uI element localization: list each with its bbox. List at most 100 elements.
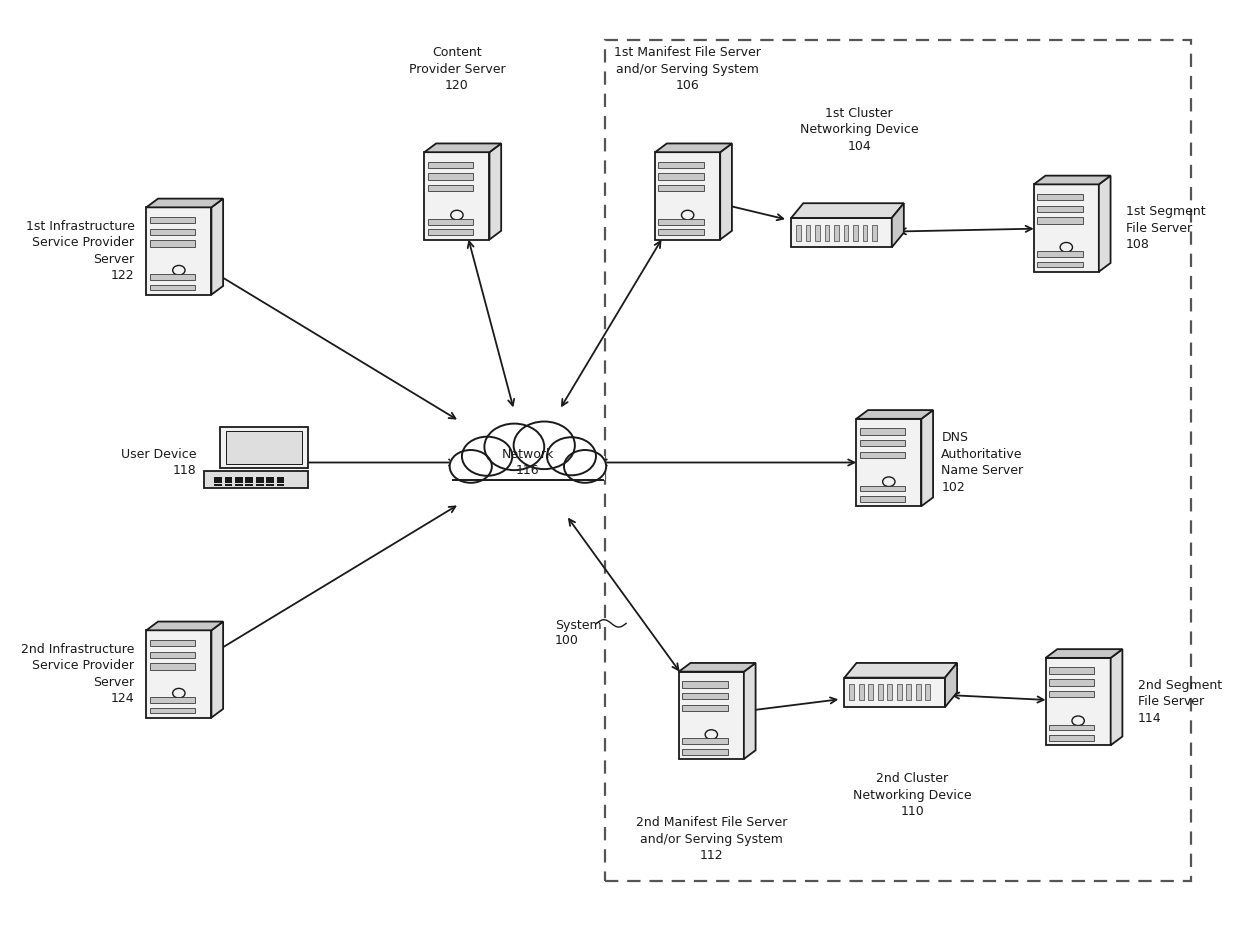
Bar xyxy=(450,456,605,480)
Text: DNS
Authoritative
Name Server
102: DNS Authoritative Name Server 102 xyxy=(941,431,1023,494)
Bar xyxy=(682,682,728,687)
Bar xyxy=(815,225,820,241)
Polygon shape xyxy=(921,410,932,506)
Bar xyxy=(428,229,474,235)
Text: 2nd Manifest File Server
and/or Serving System
112: 2nd Manifest File Server and/or Serving … xyxy=(636,816,787,862)
Polygon shape xyxy=(1034,176,1111,184)
Polygon shape xyxy=(146,622,223,630)
Circle shape xyxy=(485,424,544,470)
Polygon shape xyxy=(219,426,309,468)
Bar xyxy=(682,738,728,745)
Text: 1st Cluster
Networking Device
104: 1st Cluster Networking Device 104 xyxy=(800,106,919,153)
Bar xyxy=(843,225,848,241)
Bar xyxy=(255,484,264,486)
Bar xyxy=(859,451,905,458)
Bar xyxy=(277,480,284,483)
Circle shape xyxy=(463,438,512,475)
Polygon shape xyxy=(211,199,223,295)
Polygon shape xyxy=(857,410,932,419)
Bar xyxy=(277,484,284,486)
Bar xyxy=(234,477,243,479)
Bar xyxy=(897,684,901,700)
Bar xyxy=(267,484,274,486)
Bar xyxy=(806,225,811,241)
Bar xyxy=(246,480,253,483)
Bar xyxy=(150,663,195,670)
Bar xyxy=(234,484,243,486)
Bar xyxy=(682,693,728,699)
Polygon shape xyxy=(1099,176,1111,272)
Bar xyxy=(849,684,854,700)
Bar xyxy=(658,174,704,179)
Bar xyxy=(859,684,864,700)
Bar xyxy=(215,477,222,479)
Bar xyxy=(150,697,195,703)
Polygon shape xyxy=(146,207,211,295)
Bar xyxy=(1037,262,1083,267)
Bar xyxy=(682,749,728,755)
Bar xyxy=(215,484,222,486)
Circle shape xyxy=(450,450,491,482)
Bar xyxy=(682,705,728,711)
Bar xyxy=(1049,691,1095,697)
Bar xyxy=(658,185,704,191)
Polygon shape xyxy=(945,663,957,707)
Text: 1st Infrastructure
Service Provider
Server
122: 1st Infrastructure Service Provider Serv… xyxy=(26,220,134,282)
Bar xyxy=(428,219,474,225)
Polygon shape xyxy=(1045,649,1122,658)
Bar xyxy=(267,480,274,483)
Bar xyxy=(150,240,195,247)
Bar xyxy=(428,185,474,191)
Text: 2nd Infrastructure
Service Provider
Server
124: 2nd Infrastructure Service Provider Serv… xyxy=(21,643,134,705)
Polygon shape xyxy=(678,672,744,759)
Bar xyxy=(454,462,601,479)
Bar xyxy=(246,484,253,486)
Bar xyxy=(246,477,253,479)
Bar xyxy=(859,496,905,501)
Bar xyxy=(428,174,474,179)
Text: Network
116: Network 116 xyxy=(502,448,554,477)
Bar xyxy=(1049,735,1095,741)
Bar xyxy=(1037,205,1083,212)
Polygon shape xyxy=(146,199,223,207)
Bar xyxy=(150,651,195,658)
Bar xyxy=(1049,679,1095,685)
Bar xyxy=(916,684,921,700)
Polygon shape xyxy=(720,143,732,240)
Polygon shape xyxy=(146,630,211,718)
Polygon shape xyxy=(424,143,501,153)
Polygon shape xyxy=(744,663,755,759)
Bar xyxy=(872,225,877,241)
Polygon shape xyxy=(844,663,957,678)
Bar xyxy=(835,225,839,241)
Bar xyxy=(224,480,232,483)
Bar xyxy=(150,228,195,235)
Bar xyxy=(150,708,195,713)
Circle shape xyxy=(548,438,595,475)
Polygon shape xyxy=(892,204,904,247)
Polygon shape xyxy=(678,663,755,672)
Bar xyxy=(658,162,704,168)
Bar xyxy=(878,684,883,700)
Text: 2nd Cluster
Networking Device
110: 2nd Cluster Networking Device 110 xyxy=(853,772,972,819)
Bar xyxy=(906,684,911,700)
Circle shape xyxy=(547,438,596,475)
Text: User Device
118: User Device 118 xyxy=(122,448,197,477)
Text: 1st Segment
File Server
108: 1st Segment File Server 108 xyxy=(1126,205,1205,251)
Bar xyxy=(925,684,930,700)
Polygon shape xyxy=(1111,649,1122,746)
Polygon shape xyxy=(490,143,501,240)
Bar xyxy=(863,225,868,241)
Polygon shape xyxy=(424,153,490,240)
Text: 1st Manifest File Server
and/or Serving System
106: 1st Manifest File Server and/or Serving … xyxy=(614,46,761,92)
Bar xyxy=(224,484,232,486)
Text: System
100: System 100 xyxy=(556,619,601,647)
Bar xyxy=(853,225,858,241)
Bar xyxy=(859,486,905,491)
Circle shape xyxy=(564,450,605,482)
Bar xyxy=(150,217,195,223)
Circle shape xyxy=(564,450,606,483)
Bar xyxy=(658,219,704,225)
Bar xyxy=(1049,724,1095,731)
Bar xyxy=(859,428,905,435)
